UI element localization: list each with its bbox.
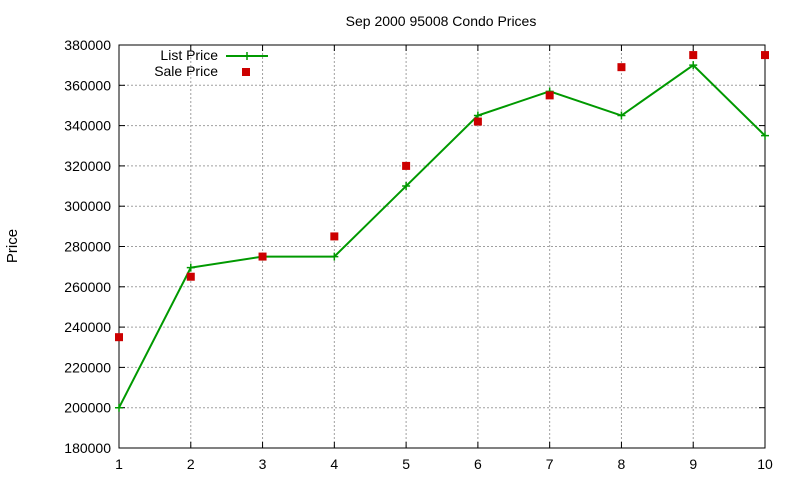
sale-price-point: [545, 91, 554, 100]
y-tick-label: 220000: [64, 359, 111, 375]
list-price-point: [617, 111, 626, 120]
x-tick-label: 8: [618, 456, 626, 472]
legend: List Price Sale Price: [154, 47, 268, 79]
x-tick-label: 10: [757, 456, 773, 472]
sale-price-point: [473, 117, 482, 126]
sale-price-point: [689, 51, 698, 60]
plot-frame: [118, 44, 766, 449]
y-tick-label: 300000: [64, 198, 111, 214]
x-tick-label: 1: [115, 456, 123, 472]
y-tick-label: 380000: [64, 37, 111, 53]
x-tick-label: 5: [402, 456, 410, 472]
y-tick-label: 340000: [64, 118, 111, 134]
y-axis-label: Price: [4, 229, 21, 263]
legend-label-list-price: List Price: [160, 47, 218, 63]
sale-price-point: [617, 63, 626, 72]
sale-price-point: [761, 51, 769, 60]
sale-price-point: [402, 161, 411, 170]
y-tick-label: 180000: [64, 440, 111, 456]
y-tick-label: 200000: [64, 400, 111, 416]
grid-lines: [119, 45, 765, 448]
x-tick-label: 6: [474, 456, 482, 472]
list-price-line: [118, 63, 766, 409]
list-price-point: [761, 131, 769, 140]
legend-marker-list-price: [243, 52, 251, 60]
legend-label-sale-price: Sale Price: [154, 63, 218, 79]
plot-border: [118, 44, 766, 449]
list-price-point: [330, 252, 339, 261]
sale-price-point: [186, 272, 195, 281]
legend-marker-sale-price: [242, 68, 250, 76]
x-tick-label: 4: [330, 456, 338, 472]
y-tick-label: 260000: [64, 279, 111, 295]
y-tick-label: 320000: [64, 158, 111, 174]
x-tick-label: 3: [259, 456, 267, 472]
y-tick-label: 280000: [64, 239, 111, 255]
list-price-point: [402, 182, 411, 191]
y-tick-label: 240000: [64, 319, 111, 335]
list-price-point: [115, 403, 123, 412]
x-tick-label: 7: [546, 456, 554, 472]
x-tick-label: 2: [187, 456, 195, 472]
list-price-point: [186, 263, 195, 272]
tick-labels: 1 2 3 4 5 6 7 8 9 10 180000 200000 220000 240000 26000…: [64, 37, 773, 472]
y-tick-label: 360000: [64, 77, 111, 93]
sale-price-point: [330, 232, 339, 241]
chart-title: Sep 2000 95008 Condo Prices: [346, 13, 537, 29]
list-price-point: [689, 61, 698, 70]
data-series: [115, 51, 769, 412]
x-tick-label: 9: [689, 456, 697, 472]
sale-price-point: [115, 333, 123, 342]
sale-price-point: [258, 252, 267, 261]
